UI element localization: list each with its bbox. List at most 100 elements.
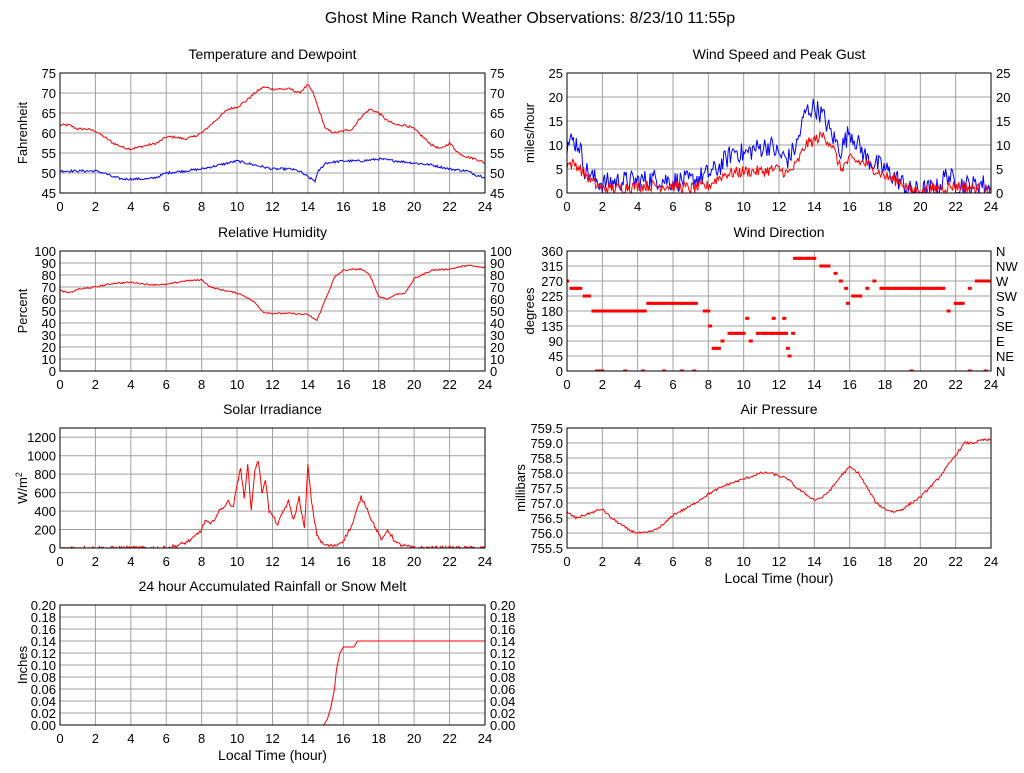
y-tick-label: 0.10 [31,658,56,673]
y-tick-label: 5 [556,162,563,177]
x-tick-label: 16 [336,377,350,392]
scatter-point [845,301,850,305]
x-tick-label: 20 [407,199,421,214]
page-title: Ghost Mine Ranch Weather Observations: 8… [325,10,735,27]
scatter-run [916,286,924,290]
x-tick-label: 12 [265,199,279,214]
scatter-run [602,309,612,313]
x-tick-label: 14 [301,731,315,746]
y-right-tick-label: 70 [490,280,504,295]
scatter-run [584,294,590,298]
y-tick-label: 0.18 [31,610,56,625]
x-tick-label: 2 [599,554,606,569]
y-right-tick-label: 90 [490,256,504,271]
x-tick-label: 12 [265,731,279,746]
y-right-tick-label: 0.16 [490,622,515,637]
scatter-point [741,331,746,335]
x-tick-label: 10 [736,377,750,392]
x-tick-label: 18 [372,554,386,569]
y-tick-label: 0.04 [31,694,56,709]
chart-title: Wind Direction [733,224,824,240]
y-tick-label: 60 [42,126,56,141]
scatter-run [620,309,629,313]
y-tick-label: 758.5 [530,451,563,466]
x-tick-label: 20 [407,554,421,569]
scatter-run [771,331,779,335]
x-tick-label: 4 [634,554,641,569]
y-right-tick-label: 50 [490,166,504,181]
scatter-run [729,331,737,335]
scatter-point [623,369,628,371]
y-tick-label: 270 [541,274,563,289]
y-tick-label: 400 [34,504,56,519]
y-axis-label: Percent [15,288,30,333]
x-tick-label: 22 [948,554,962,569]
scatter-point [745,316,750,320]
x-tick-label: 0 [563,377,570,392]
x-tick-label: 16 [842,377,856,392]
scatter-run [597,369,603,371]
y-right-tick-label: 30 [490,328,504,343]
y-tick-label: 70 [42,86,56,101]
scatter-run [779,331,787,335]
x-tick-label: 20 [913,199,927,214]
y-tick-label: 65 [42,106,56,121]
y-tick-label: 360 [541,244,563,259]
y-tick-label: 800 [34,467,56,482]
y-tick-label: 0.08 [31,670,56,685]
y-axis-label: degrees [522,287,537,334]
scatter-run [902,286,910,290]
y-right-tick-label: 10 [490,352,504,367]
y-right-tick-label: SE [996,319,1014,334]
y-right-tick-label: N [996,364,1005,379]
scatter-run [895,286,903,290]
scatter-run [800,256,808,260]
x-tick-label: 18 [372,377,386,392]
plot-frame [59,427,486,549]
scatter-run [690,301,696,305]
scatter-run [821,264,829,268]
x-tick-label: 8 [705,199,712,214]
scatter-point [708,324,713,328]
y-right-tick-label: 70 [490,86,504,101]
y-right-tick-label: 0.06 [490,682,515,697]
scatter-point [872,279,877,283]
chart-title: Relative Humidity [218,224,327,240]
scatter-point [967,369,972,371]
x-tick-label: 20 [407,731,421,746]
x-tick-label: 14 [807,199,821,214]
y-axis-label: miles/hour [522,102,537,163]
x-tick-label: 2 [599,377,606,392]
scatter-run [955,301,963,305]
x-tick-label: 10 [230,377,244,392]
x-tick-label: 22 [948,377,962,392]
y-right-tick-label: NE [996,349,1014,364]
x-tick-label: 0 [56,554,63,569]
y-tick-label: 225 [541,289,563,304]
x-tick-label: 18 [372,199,386,214]
y-right-tick-label: N [996,244,1005,259]
x-tick-label: 18 [372,731,386,746]
plot-frame [566,72,992,194]
x-tick-label: 4 [127,554,134,569]
y-tick-label: 315 [541,259,563,274]
chart-data-layer [567,438,991,535]
y-tick-label: 0 [556,186,563,201]
x-tick-label: 4 [634,377,641,392]
series-line-0 [60,83,485,164]
y-tick-label: 1000 [27,449,56,464]
y-tick-label: 0.16 [31,622,56,637]
chart-title: Solar Irradiance [223,401,322,417]
scatter-run [930,286,938,290]
x-tick-label: 12 [265,554,279,569]
y-tick-label: 70 [42,280,56,295]
scatter-run [764,331,772,335]
x-tick-label: 2 [92,199,99,214]
scatter-point [771,316,776,320]
y-tick-label: 10 [42,352,56,367]
scatter-run [571,286,576,290]
scatter-run [736,331,744,335]
y-tick-label: 50 [42,166,56,181]
